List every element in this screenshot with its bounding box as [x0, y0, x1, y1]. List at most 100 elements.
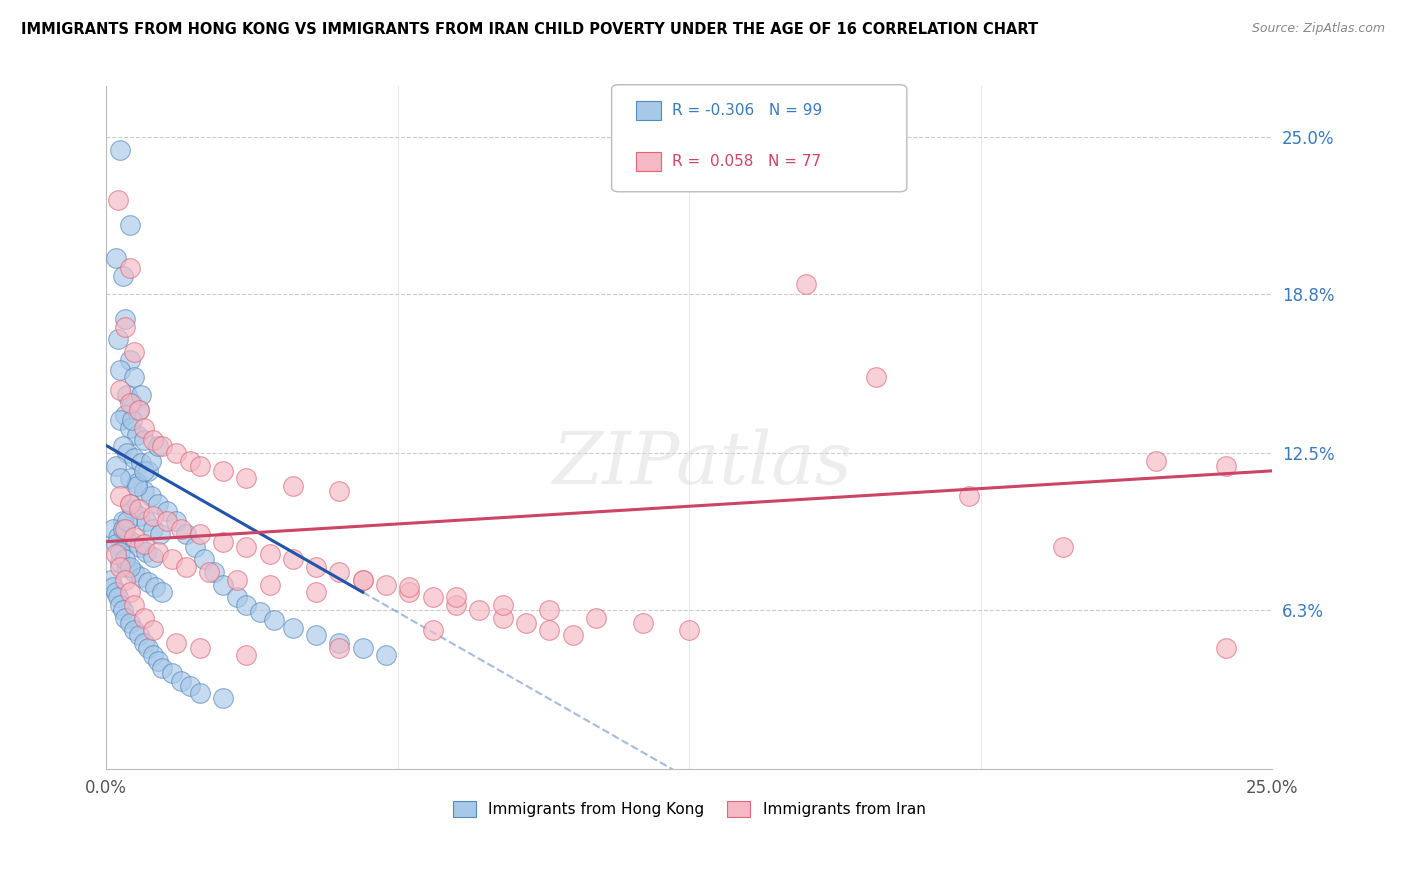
- Text: R = -0.306   N = 99: R = -0.306 N = 99: [672, 103, 823, 118]
- Point: [104, 585, 127, 599]
- Point: [235, 471, 257, 485]
- Point: [235, 598, 257, 612]
- Point: [128, 501, 150, 516]
- Text: ZIPatlas: ZIPatlas: [553, 428, 853, 500]
- Point: [422, 623, 444, 637]
- Point: [129, 570, 152, 584]
- Point: [188, 458, 211, 473]
- Point: [143, 580, 166, 594]
- Point: [118, 585, 141, 599]
- Point: [136, 640, 159, 655]
- Point: [132, 610, 155, 624]
- Point: [118, 395, 141, 409]
- Point: [422, 591, 444, 605]
- Point: [259, 547, 281, 561]
- Point: [104, 547, 127, 561]
- Point: [121, 395, 143, 409]
- Point: [235, 648, 257, 663]
- Point: [328, 484, 350, 499]
- Point: [398, 580, 420, 594]
- Point: [128, 403, 150, 417]
- Point: [128, 509, 150, 524]
- Point: [111, 522, 134, 536]
- Point: [114, 530, 136, 544]
- Point: [259, 577, 281, 591]
- Point: [122, 598, 145, 612]
- Point: [585, 610, 607, 624]
- Point: [188, 640, 211, 655]
- Point: [118, 261, 141, 276]
- Point: [111, 268, 134, 283]
- Point: [110, 471, 132, 485]
- Point: [212, 464, 235, 478]
- Point: [146, 545, 169, 559]
- Point: [142, 434, 165, 448]
- Point: [139, 489, 162, 503]
- Point: [398, 585, 420, 599]
- Point: [114, 552, 136, 566]
- Point: [100, 573, 122, 587]
- Point: [1144, 453, 1167, 467]
- Point: [561, 628, 583, 642]
- Point: [110, 413, 132, 427]
- Point: [468, 603, 491, 617]
- Point: [111, 515, 134, 529]
- Point: [107, 193, 129, 207]
- Point: [115, 560, 138, 574]
- Point: [104, 252, 127, 266]
- Point: [179, 679, 201, 693]
- Point: [150, 438, 173, 452]
- Point: [118, 421, 141, 435]
- Point: [125, 476, 148, 491]
- Point: [678, 623, 700, 637]
- Point: [125, 479, 148, 493]
- Point: [225, 573, 247, 587]
- Point: [135, 515, 157, 529]
- Point: [107, 591, 129, 605]
- Point: [156, 504, 179, 518]
- Point: [142, 648, 165, 663]
- Point: [184, 540, 207, 554]
- Text: Source: ZipAtlas.com: Source: ZipAtlas.com: [1251, 22, 1385, 36]
- Point: [122, 370, 145, 384]
- Point: [122, 565, 145, 579]
- Point: [114, 319, 136, 334]
- Point: [281, 621, 304, 635]
- Point: [110, 560, 132, 574]
- Point: [160, 666, 183, 681]
- Point: [179, 453, 201, 467]
- Point: [794, 277, 817, 291]
- Point: [122, 451, 145, 466]
- Point: [139, 453, 162, 467]
- Point: [114, 522, 136, 536]
- Point: [132, 537, 155, 551]
- Point: [249, 606, 271, 620]
- Point: [122, 530, 145, 544]
- Point: [118, 352, 141, 367]
- Point: [128, 403, 150, 417]
- Point: [212, 577, 235, 591]
- Point: [263, 613, 285, 627]
- Point: [146, 497, 169, 511]
- Point: [132, 636, 155, 650]
- Point: [492, 610, 515, 624]
- Point: [865, 370, 887, 384]
- Point: [235, 540, 257, 554]
- Point: [212, 691, 235, 706]
- Point: [118, 219, 141, 233]
- Point: [1215, 458, 1237, 473]
- Point: [118, 560, 141, 574]
- Point: [136, 575, 159, 590]
- Point: [631, 615, 654, 630]
- Point: [1052, 540, 1074, 554]
- Point: [129, 456, 152, 470]
- Point: [281, 552, 304, 566]
- Point: [142, 522, 165, 536]
- Point: [305, 560, 328, 574]
- Point: [107, 530, 129, 544]
- Point: [118, 497, 141, 511]
- Point: [110, 489, 132, 503]
- Point: [110, 143, 132, 157]
- Point: [103, 580, 125, 594]
- Point: [444, 591, 467, 605]
